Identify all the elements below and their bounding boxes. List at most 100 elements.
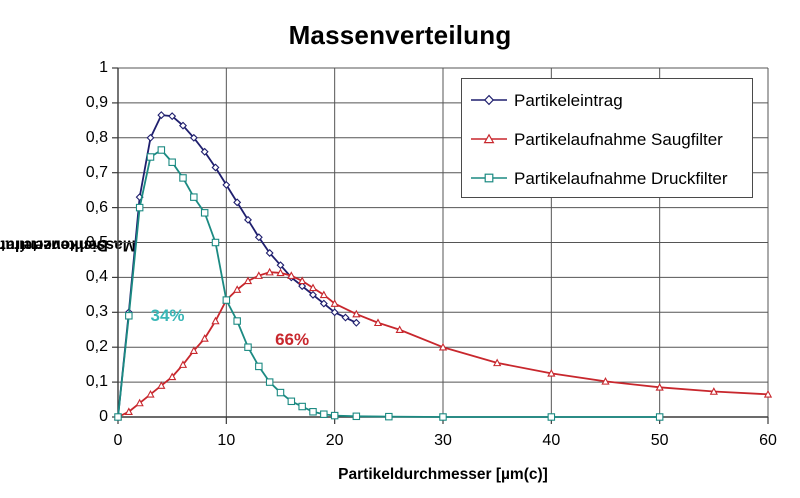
x-tick-label: 20: [325, 432, 344, 449]
data-point-marker: [189, 133, 198, 142]
data-point-marker: [655, 382, 664, 391]
data-point-marker: [385, 412, 393, 421]
data-point-marker: [287, 271, 296, 279]
series-line-1: [113, 267, 773, 421]
data-point-marker: [320, 410, 328, 418]
data-point-marker: [233, 198, 242, 207]
y-tick-label: 0,9: [85, 93, 108, 111]
legend-label-0: Partikeleintrag: [514, 90, 623, 110]
data-point-marker: [265, 378, 274, 386]
data-point-marker: [168, 158, 176, 166]
data-point-marker: [330, 308, 339, 317]
data-point-marker: [168, 112, 177, 121]
data-point-marker: [233, 285, 242, 293]
data-point-marker: [439, 413, 447, 421]
annotation-66percent: 66%: [275, 330, 310, 350]
legend-label-2: Partikelaufnahme Druckfilter: [514, 168, 728, 188]
legend-marker-diamond-icon: [471, 94, 507, 106]
x-tick-label: 60: [759, 432, 777, 449]
data-point-marker: [157, 111, 166, 120]
data-point-marker: [547, 369, 556, 377]
data-point-marker: [276, 388, 285, 397]
data-point-marker: [309, 290, 317, 299]
series-line-2: [114, 146, 664, 421]
x-tick-label: 10: [217, 432, 236, 449]
data-point-marker: [114, 413, 122, 421]
legend-item-partikeleintrag[interactable]: Partikeleintrag: [470, 87, 623, 113]
data-point-marker: [146, 153, 155, 161]
data-point-marker: [319, 290, 328, 299]
data-point-marker: [601, 377, 610, 385]
data-point-marker: [709, 387, 718, 395]
data-point-marker: [135, 398, 144, 407]
y-tick-label: 0,2: [85, 338, 108, 356]
data-point-marker: [243, 276, 253, 285]
data-point-marker: [244, 343, 252, 351]
data-point-marker: [309, 408, 317, 416]
x-tick-label: 40: [542, 432, 561, 449]
data-point-marker: [330, 411, 339, 420]
data-point-marker: [276, 268, 285, 277]
data-point-marker: [395, 325, 404, 334]
data-point-marker: [222, 296, 231, 304]
data-point-marker: [200, 209, 209, 217]
data-point-marker: [233, 317, 241, 325]
x-tick-label: 0: [113, 432, 123, 449]
data-point-marker: [157, 381, 166, 389]
legend-item-saugfilter[interactable]: Partikelaufnahme Saugfilter: [470, 126, 723, 152]
data-point-marker: [298, 402, 306, 411]
data-point-marker: [298, 276, 307, 285]
y-tick-label: 0,7: [85, 163, 108, 181]
data-point-marker: [547, 413, 556, 421]
y-tick-label: 0,5: [85, 233, 108, 251]
legend-item-druckfilter[interactable]: Partikelaufnahme Druckfilter: [470, 165, 728, 191]
data-point-marker: [189, 346, 198, 354]
data-point-marker: [352, 412, 361, 421]
data-point-marker: [200, 147, 209, 156]
data-point-marker: [341, 313, 350, 322]
data-point-marker: [190, 193, 198, 201]
data-point-marker: [135, 203, 144, 212]
legend-marker-square-icon: [471, 173, 507, 183]
y-tick-label: 0,1: [85, 373, 108, 391]
data-point-marker: [168, 372, 177, 381]
data-point-marker: [287, 397, 296, 406]
data-point-marker: [438, 342, 448, 351]
data-point-marker: [352, 309, 361, 318]
x-tick-label: 50: [650, 432, 669, 449]
data-point-marker: [179, 174, 187, 182]
data-point-marker: [222, 180, 231, 189]
legend-marker-triangle-icon: [471, 133, 507, 144]
data-point-marker: [146, 389, 155, 398]
data-point-marker: [178, 360, 188, 368]
annotation-34percent: 34%: [150, 306, 185, 326]
data-point-marker: [255, 362, 263, 371]
data-point-marker: [254, 233, 263, 242]
y-tick-label: 0,8: [85, 128, 108, 146]
y-tick-label: 0,4: [85, 268, 108, 286]
data-point-marker: [493, 358, 502, 367]
data-point-marker: [125, 312, 133, 320]
data-point-marker: [276, 261, 285, 270]
data-point-marker: [655, 413, 664, 421]
legend-label-1: Partikelaufnahme Saugfilter: [514, 129, 723, 149]
data-point-marker: [244, 215, 252, 224]
data-point-marker: [308, 283, 318, 292]
data-point-marker: [211, 316, 220, 325]
data-point-marker: [763, 389, 773, 398]
chart-title: Massenverteilung: [288, 20, 512, 50]
data-point-marker: [157, 146, 166, 154]
chart-legend: Partikeleintrag Partikelaufnahme Saugfil…: [461, 78, 753, 198]
data-point-marker: [124, 407, 133, 416]
data-point-marker: [298, 282, 307, 291]
data-point-marker: [211, 238, 220, 247]
y-tick-label: 0,6: [85, 198, 108, 216]
data-point-marker: [254, 271, 263, 279]
y-tick-label: 0: [99, 408, 108, 425]
data-point-marker: [179, 121, 187, 130]
data-point-marker: [265, 248, 274, 257]
y-tick-label: 0,3: [85, 303, 108, 321]
data-point-marker: [265, 267, 274, 276]
data-point-marker: [146, 133, 155, 142]
